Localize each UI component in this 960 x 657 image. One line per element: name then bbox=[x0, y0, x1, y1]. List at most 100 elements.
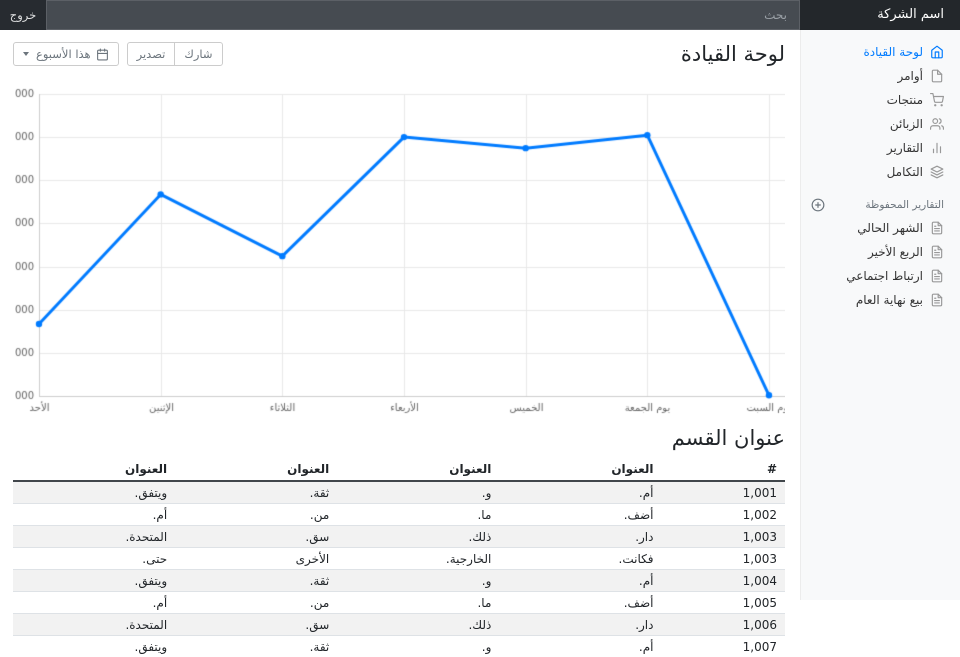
cell: دار. bbox=[499, 614, 661, 636]
sidebar-item-integrations[interactable]: التكامل bbox=[801, 160, 960, 184]
file-text-icon bbox=[930, 293, 944, 307]
sidebar-item-products[interactable]: منتجات bbox=[801, 88, 960, 112]
cell: و. bbox=[337, 481, 499, 504]
cell: المتحدة. bbox=[13, 614, 175, 636]
home-icon bbox=[930, 45, 944, 59]
cell: ما. bbox=[337, 504, 499, 526]
shopping-cart-icon bbox=[930, 93, 944, 107]
cell: الأخرى bbox=[175, 548, 337, 570]
sidebar-item-customers[interactable]: الزبائن bbox=[801, 112, 960, 136]
chevron-down-icon bbox=[23, 52, 29, 56]
export-button[interactable]: تصدير bbox=[127, 42, 176, 66]
cell-id: 1,007 bbox=[661, 636, 785, 657]
cell: أم. bbox=[13, 504, 175, 526]
cell: سق. bbox=[175, 614, 337, 636]
cell: من. bbox=[175, 504, 337, 526]
sidebar-item-reports[interactable]: التقارير bbox=[801, 136, 960, 160]
sidebar-item-label: ارتباط اجتماعي bbox=[846, 269, 923, 283]
cell-id: 1,001 bbox=[661, 481, 785, 504]
cell: ثقة. bbox=[175, 636, 337, 657]
saved-reports-title: التقارير المحفوظة bbox=[865, 199, 944, 211]
table-row: 1,003 فكانت. الخارجية. الأخرى حتى. bbox=[13, 548, 785, 570]
cell: أضف. bbox=[499, 592, 661, 614]
cell: ويتفق. bbox=[13, 570, 175, 592]
sidebar-item-orders[interactable]: أوامر bbox=[801, 64, 960, 88]
cell-id: 1,006 bbox=[661, 614, 785, 636]
traffic-line-chart bbox=[13, 78, 785, 414]
sidebar-item-dashboard[interactable]: لوحة القيادة bbox=[801, 40, 960, 64]
cell: ذلك. bbox=[337, 614, 499, 636]
calendar-icon bbox=[96, 48, 109, 61]
column-header-title: العنوان bbox=[499, 458, 661, 481]
sidebar-item-label: الزبائن bbox=[890, 117, 923, 131]
cell: أم. bbox=[499, 481, 661, 504]
file-text-icon bbox=[930, 245, 944, 259]
toolbar: شارك تصدير هذا الأسبوع bbox=[13, 42, 223, 66]
share-export-group: شارك تصدير bbox=[127, 42, 223, 66]
sidebar-item-label: التكامل bbox=[887, 165, 923, 179]
sidebar: لوحة القيادة أوامر منتجات الزبائن التقار… bbox=[800, 30, 960, 600]
cell: أم. bbox=[499, 636, 661, 657]
bar-chart-icon bbox=[930, 141, 944, 155]
week-dropdown-button[interactable]: هذا الأسبوع bbox=[13, 42, 119, 66]
column-header-title: العنوان bbox=[175, 458, 337, 481]
column-header-title: العنوان bbox=[337, 458, 499, 481]
table-header-row: # العنوان العنوان العنوان العنوان bbox=[13, 458, 785, 481]
data-table: # العنوان العنوان العنوان العنوان 1,001 … bbox=[13, 458, 785, 657]
page-header: لوحة القيادة شارك تصدير هذا الأسبوع bbox=[13, 38, 785, 74]
page-title: لوحة القيادة bbox=[681, 42, 785, 66]
table-row: 1,002 أضف. ما. من. أم. bbox=[13, 504, 785, 526]
cell: ذلك. bbox=[337, 526, 499, 548]
table-row: 1,007 أم. و. ثقة. ويتفق. bbox=[13, 636, 785, 657]
cell: من. bbox=[175, 592, 337, 614]
cell: المتحدة. bbox=[13, 526, 175, 548]
plus-circle-icon[interactable] bbox=[811, 198, 825, 212]
sidebar-item-current-month[interactable]: الشهر الحالي bbox=[801, 216, 960, 240]
cell: أم. bbox=[13, 592, 175, 614]
sidebar-item-last-quarter[interactable]: الربع الأخير bbox=[801, 240, 960, 264]
sidebar-item-social-engagement[interactable]: ارتباط اجتماعي bbox=[801, 264, 960, 288]
layers-icon bbox=[930, 165, 944, 179]
saved-reports-header: التقارير المحفوظة bbox=[801, 184, 960, 216]
sidebar-item-label: التقارير bbox=[887, 141, 923, 155]
cell-id: 1,004 bbox=[661, 570, 785, 592]
cell-id: 1,003 bbox=[661, 548, 785, 570]
main-content: لوحة القيادة شارك تصدير هذا الأسبوع عنوا… bbox=[0, 30, 800, 657]
week-dropdown-label: هذا الأسبوع bbox=[36, 46, 91, 62]
table-row: 1,005 أضف. ما. من. أم. bbox=[13, 592, 785, 614]
sidebar-item-year-end-sale[interactable]: بيع نهاية العام bbox=[801, 288, 960, 312]
cell: و. bbox=[337, 636, 499, 657]
search-input[interactable] bbox=[46, 0, 800, 30]
sidebar-item-label: الشهر الحالي bbox=[857, 221, 923, 235]
cell: الخارجية. bbox=[337, 548, 499, 570]
file-text-icon bbox=[930, 269, 944, 283]
sidebar-item-label: منتجات bbox=[887, 93, 923, 107]
file-icon bbox=[930, 69, 944, 83]
sidebar-item-label: الربع الأخير bbox=[868, 245, 923, 259]
column-header-title: العنوان bbox=[13, 458, 175, 481]
cell-id: 1,005 bbox=[661, 592, 785, 614]
cell: فكانت. bbox=[499, 548, 661, 570]
users-icon bbox=[930, 117, 944, 131]
file-text-icon bbox=[930, 221, 944, 235]
top-navbar: اسم الشركة خروج bbox=[0, 0, 960, 30]
cell: ثقة. bbox=[175, 570, 337, 592]
table-row: 1,004 أم. و. ثقة. ويتفق. bbox=[13, 570, 785, 592]
table-row: 1,006 دار. ذلك. سق. المتحدة. bbox=[13, 614, 785, 636]
cell: و. bbox=[337, 570, 499, 592]
cell: حتى. bbox=[13, 548, 175, 570]
cell: ما. bbox=[337, 592, 499, 614]
table-row: 1,003 دار. ذلك. سق. المتحدة. bbox=[13, 526, 785, 548]
cell: ثقة. bbox=[175, 481, 337, 504]
cell: سق. bbox=[175, 526, 337, 548]
cell: ويتفق. bbox=[13, 636, 175, 657]
share-button[interactable]: شارك bbox=[174, 42, 222, 66]
signout-link[interactable]: خروج bbox=[0, 0, 46, 30]
table-row: 1,001 أم. و. ثقة. ويتفق. bbox=[13, 481, 785, 504]
brand-link[interactable]: اسم الشركة bbox=[800, 0, 960, 30]
chart-canvas bbox=[15, 78, 785, 414]
section-title: عنوان القسم bbox=[13, 426, 785, 450]
column-header-number: # bbox=[661, 458, 785, 481]
sidebar-item-label: بيع نهاية العام bbox=[856, 293, 923, 307]
sidebar-item-label: أوامر bbox=[897, 69, 923, 83]
